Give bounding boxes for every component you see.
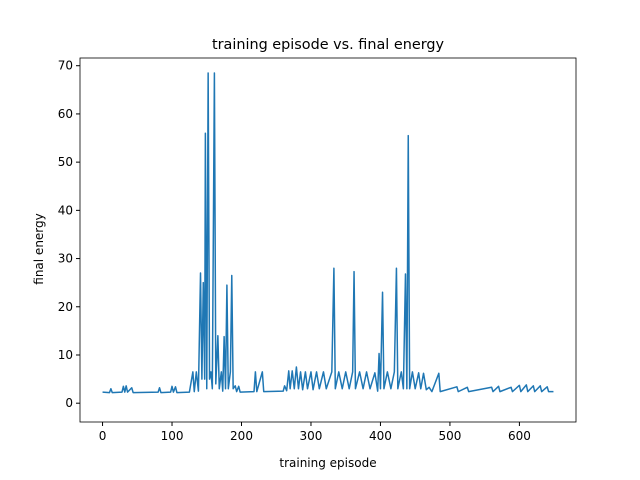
y-tick-label: 30 bbox=[58, 252, 73, 266]
x-tick-label: 600 bbox=[508, 429, 531, 443]
x-tick-label: 400 bbox=[369, 429, 392, 443]
y-tick-label: 70 bbox=[58, 59, 73, 73]
x-tick-label: 0 bbox=[99, 429, 107, 443]
y-tick-label: 60 bbox=[58, 107, 73, 121]
y-tick-label: 20 bbox=[58, 300, 73, 314]
y-tick-label: 10 bbox=[58, 348, 73, 362]
plot-frame bbox=[79, 57, 577, 423]
x-tick-label: 100 bbox=[161, 429, 184, 443]
y-tick-label: 0 bbox=[65, 396, 73, 410]
x-tick-label: 300 bbox=[300, 429, 323, 443]
data-line bbox=[102, 72, 554, 394]
x-tick-label: 200 bbox=[230, 429, 253, 443]
y-tick-label: 40 bbox=[58, 203, 73, 217]
x-axis-label: training episode bbox=[279, 456, 376, 470]
y-axis-label: final energy bbox=[32, 213, 46, 284]
y-tick-label: 50 bbox=[58, 155, 73, 169]
chart-title: training episode vs. final energy bbox=[212, 37, 445, 53]
x-tick-label: 500 bbox=[438, 429, 461, 443]
